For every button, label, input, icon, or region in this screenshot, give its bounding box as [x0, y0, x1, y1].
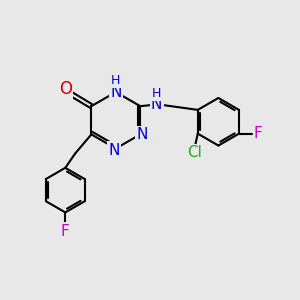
Text: N: N — [109, 142, 120, 158]
Text: F: F — [61, 224, 70, 238]
Text: F: F — [254, 126, 262, 141]
Text: N: N — [136, 127, 147, 142]
Text: Cl: Cl — [188, 145, 202, 160]
Text: H: H — [111, 74, 121, 87]
Text: O: O — [59, 80, 72, 98]
Text: N: N — [151, 97, 162, 112]
Text: N: N — [110, 85, 122, 100]
Text: H: H — [152, 87, 161, 100]
